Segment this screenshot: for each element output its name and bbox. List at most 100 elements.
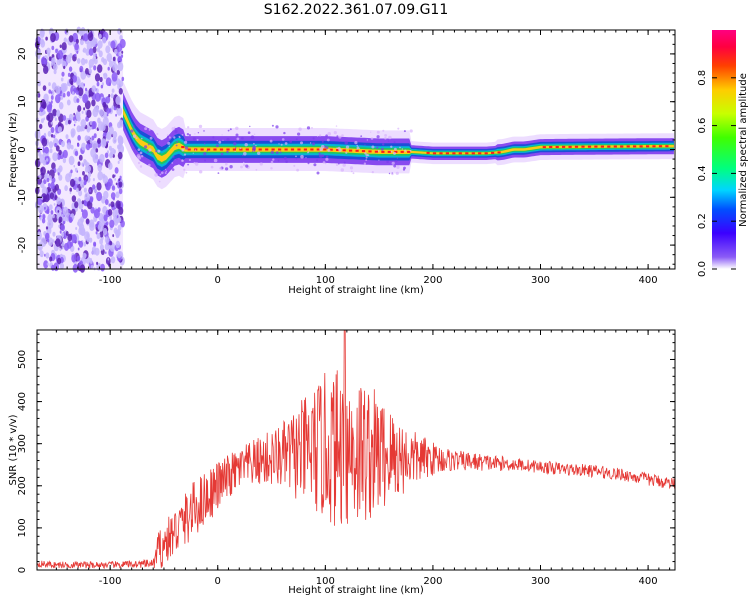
band-speckle <box>159 173 162 176</box>
noise-blob <box>103 214 108 222</box>
band-speckle <box>185 171 188 174</box>
band-speckle <box>269 139 273 143</box>
noise-blob <box>50 210 54 215</box>
band-speckle <box>318 152 321 155</box>
noise-blob <box>48 89 52 94</box>
noise-blob <box>112 234 115 238</box>
noise-blob <box>43 59 48 65</box>
band-core <box>323 148 327 151</box>
noise-blob <box>43 132 47 137</box>
noise-blob <box>92 184 96 190</box>
band-speckle <box>384 134 387 137</box>
noise-blob <box>41 137 48 147</box>
noise-blob <box>108 41 112 46</box>
band-speckle <box>226 150 229 154</box>
noise-blob <box>100 138 107 148</box>
band-speckle <box>174 129 178 134</box>
band-speckle <box>338 135 342 139</box>
noise-blob <box>113 106 117 111</box>
band-speckle <box>336 164 338 166</box>
band-core <box>316 148 320 151</box>
noise-blob <box>102 36 107 44</box>
band-speckle <box>252 145 256 149</box>
band-core <box>626 145 630 148</box>
noise-blob <box>74 253 77 256</box>
noise-blob <box>83 242 87 247</box>
noise-blob <box>47 130 52 137</box>
noise-blob <box>115 240 121 249</box>
band-speckle <box>239 147 242 150</box>
band-speckle <box>391 172 393 174</box>
noise-blob <box>74 167 78 172</box>
noise-blob <box>47 188 50 192</box>
band-speckle <box>342 163 346 167</box>
noise-blob <box>56 167 61 175</box>
band-speckle <box>325 146 329 150</box>
band-speckle <box>203 152 207 156</box>
noise-blob <box>80 82 84 87</box>
band-speckle <box>159 170 162 173</box>
band-speckle <box>271 124 274 127</box>
band-core <box>620 145 624 148</box>
noise-blob <box>59 230 62 234</box>
band-core <box>239 148 243 151</box>
band-core <box>355 149 359 152</box>
noise-blob <box>111 185 116 191</box>
band-core <box>542 146 546 149</box>
noise-blob <box>89 189 91 193</box>
noise-blob <box>99 218 105 227</box>
noise-blob <box>49 192 55 200</box>
noise-blob <box>43 65 49 74</box>
band-speckle <box>316 171 320 175</box>
noise-blob <box>63 37 67 43</box>
band-core <box>219 148 224 151</box>
band-speckle <box>325 157 329 161</box>
band-speckle <box>234 150 236 152</box>
noise-blob <box>48 82 51 87</box>
noise-blob <box>93 242 97 247</box>
band-speckle <box>183 153 187 156</box>
band-speckle <box>397 127 400 130</box>
band-speckle <box>171 162 174 164</box>
noise-blob <box>80 58 86 66</box>
band-speckle <box>283 131 286 135</box>
noise-blob <box>97 40 103 49</box>
band-core <box>187 148 191 151</box>
band-speckle <box>312 137 315 140</box>
band-core <box>478 152 482 155</box>
noise-blob <box>61 232 65 238</box>
band-speckle <box>132 125 135 128</box>
band-speckle <box>187 126 190 129</box>
noise-blob <box>81 208 84 213</box>
noise-blob <box>42 85 47 91</box>
band-core <box>581 145 585 148</box>
band-speckle <box>293 164 296 167</box>
noise-blob <box>68 66 73 72</box>
colorbar-tick-label: 0.6 <box>697 118 708 134</box>
chart-title: S162.2022.361.07.09.G11 <box>264 2 449 18</box>
band-speckle <box>240 165 243 169</box>
noise-blob <box>71 254 77 263</box>
band-speckle <box>198 124 203 129</box>
noise-blob <box>80 39 84 46</box>
noise-blob <box>102 116 109 127</box>
noise-blob <box>96 182 102 191</box>
band-speckle <box>255 168 258 171</box>
noise-blob <box>83 200 87 206</box>
band-speckle <box>358 147 360 150</box>
band-speckle <box>309 142 312 144</box>
band-speckle <box>165 168 167 170</box>
band-speckle <box>242 154 244 157</box>
x-tick-label: 0 <box>215 576 221 587</box>
band-core <box>278 148 282 151</box>
band-speckle <box>188 159 191 161</box>
band-speckle <box>136 154 141 158</box>
band-core <box>342 149 346 152</box>
noise-blob <box>50 95 54 100</box>
band-core <box>374 150 378 153</box>
band-speckle <box>296 168 299 172</box>
band-speckle <box>364 152 367 155</box>
band-speckle <box>176 141 179 143</box>
x-tick-label: -100 <box>99 576 122 587</box>
band-speckle <box>393 141 396 144</box>
